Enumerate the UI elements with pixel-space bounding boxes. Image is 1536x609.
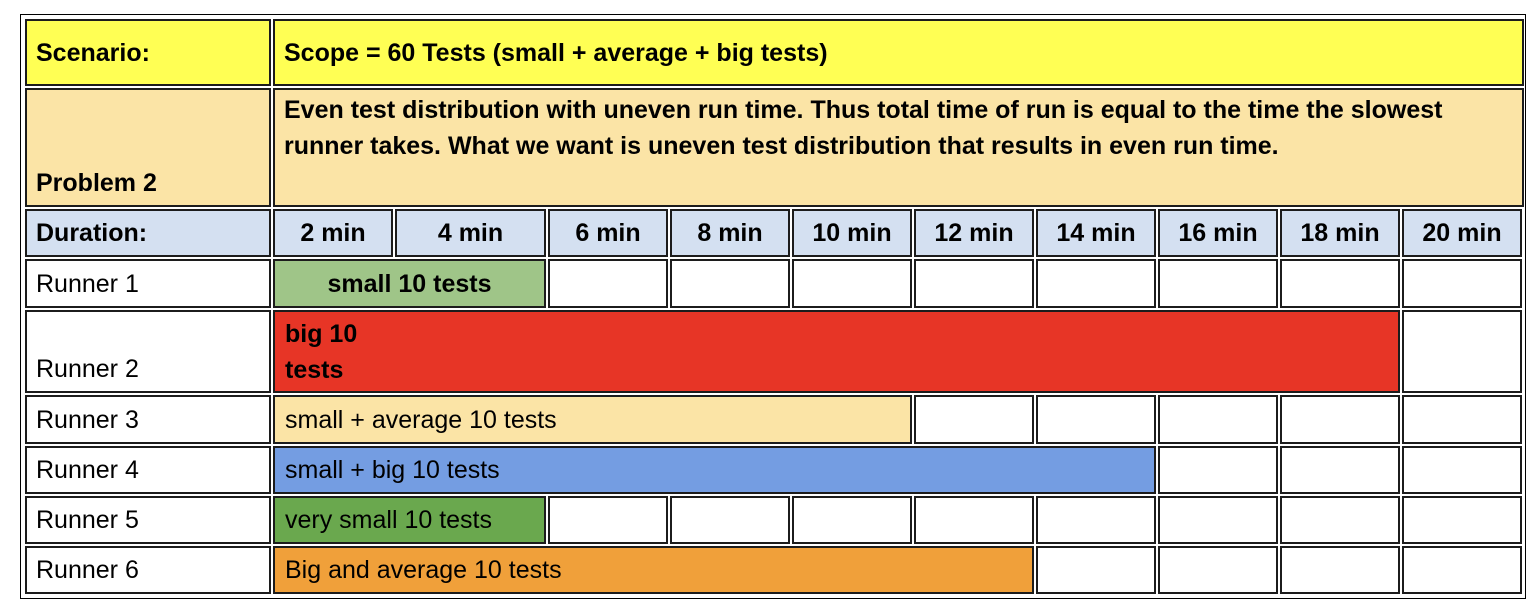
scenario-label: Scenario: (25, 19, 271, 86)
duration-header-cell: 10 min (792, 209, 912, 257)
empty-cell (1280, 546, 1400, 594)
empty-cell (1036, 546, 1156, 594)
empty-cell (1280, 446, 1400, 494)
runner-bar: Big and average 10 tests (273, 546, 1034, 594)
duration-header-cell: 8 min (670, 209, 790, 257)
empty-cell (1158, 496, 1278, 544)
empty-cell (1280, 395, 1400, 444)
runner-label: Runner 3 (25, 395, 271, 444)
empty-cell (1158, 446, 1278, 494)
runner-bar: small + average 10 tests (273, 395, 912, 444)
empty-cell (1158, 259, 1278, 308)
empty-cell (1036, 496, 1156, 544)
schedule-table: Scenario: Scope = 60 Tests (small + aver… (20, 14, 1526, 599)
empty-cell (548, 496, 668, 544)
empty-cell (670, 496, 790, 544)
duration-header-cell: 4 min (395, 209, 546, 257)
empty-cell (914, 496, 1034, 544)
empty-cell (1280, 496, 1400, 544)
runner-bar: small 10 tests (273, 259, 546, 308)
empty-cell (792, 259, 912, 308)
empty-cell (914, 395, 1034, 444)
empty-cell (1280, 259, 1400, 308)
duration-header-cell: 16 min (1158, 209, 1278, 257)
empty-cell (1402, 546, 1522, 594)
empty-cell (1402, 310, 1522, 393)
runner-label: Runner 5 (25, 496, 271, 544)
runner-bar: small + big 10 tests (273, 446, 1156, 494)
problem-label: Problem 2 (25, 88, 271, 207)
empty-cell (1402, 446, 1522, 494)
runner-label: Runner 4 (25, 446, 271, 494)
duration-header-cell: 12 min (914, 209, 1034, 257)
duration-header-cell: 20 min (1402, 209, 1522, 257)
empty-cell (1402, 496, 1522, 544)
runner-label: Runner 2 (25, 310, 271, 393)
duration-header-cell: 14 min (1036, 209, 1156, 257)
empty-cell (1402, 259, 1522, 308)
empty-cell (1036, 259, 1156, 308)
empty-cell (1158, 546, 1278, 594)
runner-label: Runner 6 (25, 546, 271, 594)
duration-header-cell: 6 min (548, 209, 668, 257)
empty-cell (548, 259, 668, 308)
empty-cell (792, 496, 912, 544)
runner-bar: big 10 tests (273, 310, 1400, 393)
runner-label: Runner 1 (25, 259, 271, 308)
duration-header-cell: 18 min (1280, 209, 1400, 257)
problem-description: Even test distribution with uneven run t… (273, 88, 1524, 207)
empty-cell (670, 259, 790, 308)
empty-cell (1036, 395, 1156, 444)
scenario-value: Scope = 60 Tests (small + average + big … (273, 19, 1524, 86)
empty-cell (1158, 395, 1278, 444)
duration-label: Duration: (25, 209, 271, 257)
empty-cell (914, 259, 1034, 308)
runner-bar: very small 10 tests (273, 496, 546, 544)
empty-cell (1402, 395, 1522, 444)
duration-header-cell: 2 min (273, 209, 393, 257)
